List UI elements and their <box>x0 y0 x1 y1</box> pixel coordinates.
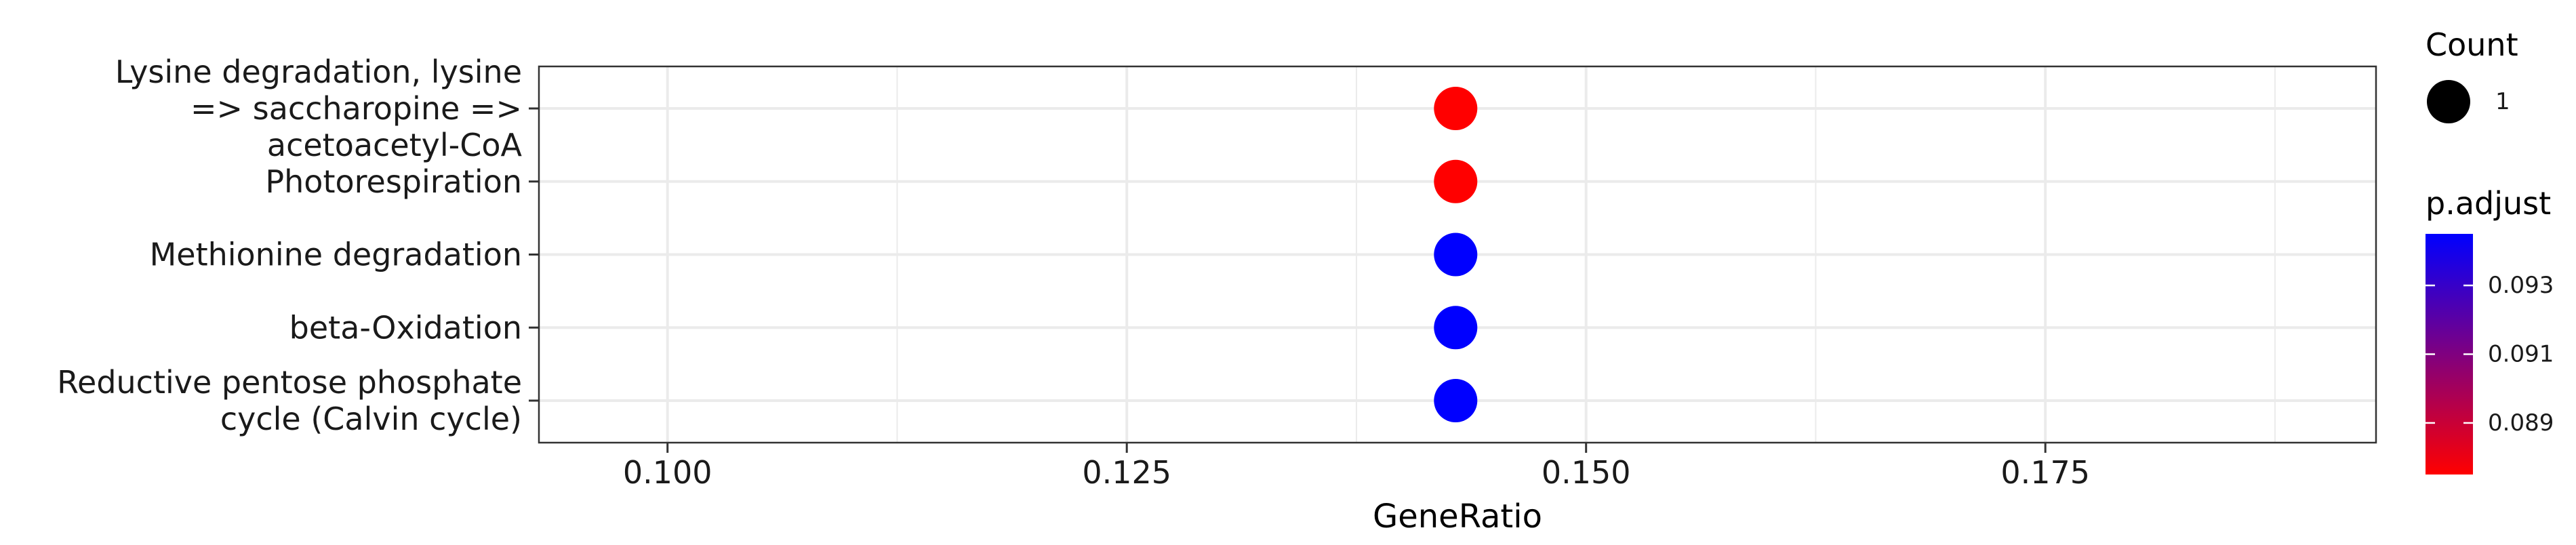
y-tick-label: cycle (Calvin cycle) <box>220 401 522 437</box>
legend-count-key <box>2427 80 2470 123</box>
x-tick-label: 0.125 <box>1082 454 1171 491</box>
data-point <box>1434 87 1478 130</box>
data-point <box>1434 233 1478 277</box>
y-tick-label: Methionine degradation <box>150 237 522 273</box>
x-axis-title: GeneRatio <box>1373 498 1542 536</box>
colorbar-tick-label: 0.089 <box>2488 409 2554 437</box>
data-point <box>1434 159 1478 203</box>
x-tick-label: 0.100 <box>623 454 712 491</box>
legend-count-title: Count <box>2426 26 2518 63</box>
y-tick-label: Photorespiration <box>265 163 522 200</box>
y-tick-label: acetoacetyl-CoA <box>267 127 523 163</box>
y-tick-label: beta-Oxidation <box>289 309 522 346</box>
y-tick-label: Lysine degradation, lysine <box>115 54 522 90</box>
y-tick-label: Reductive pentose phosphate <box>57 364 522 401</box>
x-tick-label: 0.175 <box>2000 454 2090 491</box>
colorbar-tick-label: 0.093 <box>2488 272 2554 299</box>
legend-color-title: p.adjust <box>2426 185 2551 222</box>
y-tick-label: => saccharopine => <box>190 90 522 127</box>
data-point <box>1434 306 1478 350</box>
legend-count-label: 1 <box>2495 88 2510 115</box>
data-point <box>1434 379 1478 422</box>
colorbar-tick-label: 0.091 <box>2488 341 2554 368</box>
x-tick-label: 0.150 <box>1542 454 1631 491</box>
